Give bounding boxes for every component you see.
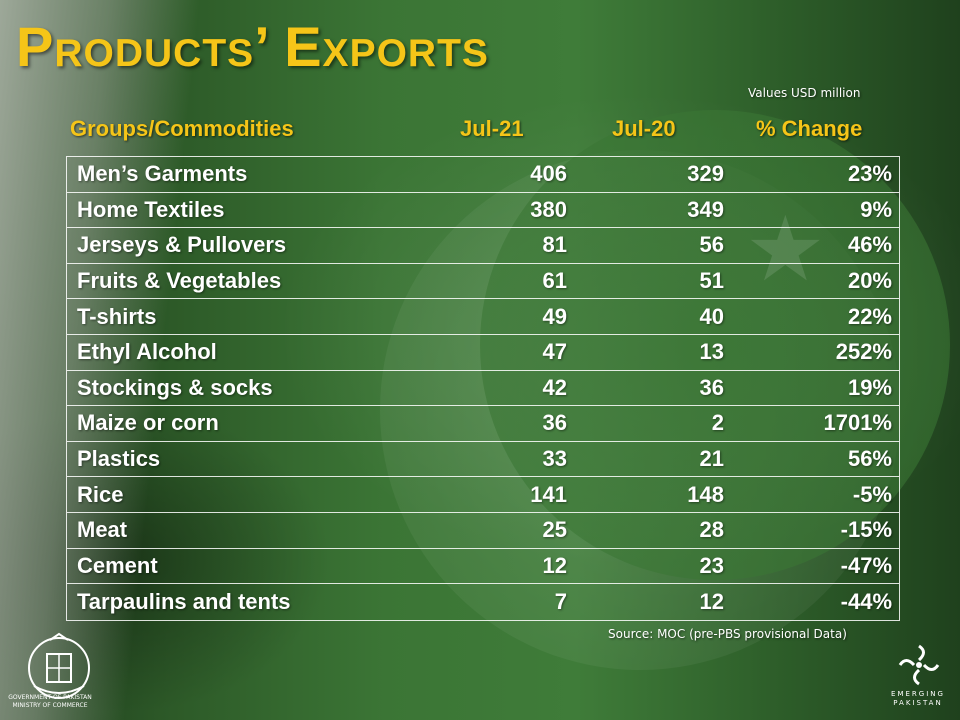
value-jul20: 349 (687, 196, 724, 222)
page-title: Products’ Exports (16, 15, 489, 78)
value-jul21: 42 (542, 374, 567, 400)
commodity-name: Jerseys & Pullovers (77, 232, 287, 258)
exports-table: Men’s Garments 406 329 23% Home Textiles… (66, 156, 900, 621)
table-row: Cement 12 23 -47% (67, 549, 899, 585)
units-note: Values USD million (748, 86, 861, 100)
commodity-name: Home Textiles (77, 196, 225, 222)
value-jul21: 81 (542, 232, 567, 258)
value-jul21: 49 (542, 303, 567, 329)
table-row: Maize or corn 36 2 1701% (67, 406, 899, 442)
commodity-name: Maize or corn (77, 410, 219, 436)
value-jul20: 28 (699, 517, 724, 543)
table-row: Plastics 33 21 56% (67, 442, 899, 478)
table-row: Meat 25 28 -15% (67, 513, 899, 549)
percent-change: 23% (847, 161, 892, 187)
value-jul20: 2 (711, 410, 724, 436)
percent-change: 252% (835, 339, 892, 365)
value-jul20: 36 (699, 374, 724, 400)
header-change: % Change (756, 116, 863, 141)
percent-change: 22% (847, 303, 892, 329)
table-row: Fruits & Vegetables 61 51 20% (67, 264, 899, 300)
value-jul20: 12 (699, 588, 724, 614)
commodity-name: T-shirts (77, 303, 157, 329)
percent-change: -15% (840, 517, 892, 543)
percent-change: -47% (840, 552, 892, 578)
value-jul20: 40 (699, 303, 724, 329)
government-label: GOVERNMENT OF PAKISTAN MINISTRY OF COMME… (0, 694, 100, 710)
commodity-name: Meat (77, 517, 128, 543)
header-jul21: Jul-21 (460, 116, 524, 141)
government-line: GOVERNMENT OF PAKISTAN (8, 694, 92, 701)
table-row: Tarpaulins and tents 7 12 -44% (67, 584, 899, 620)
flag-crescent-cut (480, 110, 950, 580)
table-row: Rice 141 148 -5% (67, 477, 899, 513)
percent-change: 46% (847, 232, 892, 258)
table-header: Groups/Commodities Jul-21 Jul-20 % Chang… (66, 116, 900, 148)
commodity-name: Cement (77, 552, 158, 578)
value-jul20: 329 (687, 161, 724, 187)
percent-change: -44% (840, 588, 892, 614)
table-row: Ethyl Alcohol 47 13 252% (67, 335, 899, 371)
table-row: T-shirts 49 40 22% (67, 299, 899, 335)
value-jul21: 406 (530, 161, 567, 187)
percent-change: 56% (847, 446, 892, 472)
emerging-pakistan-label: EMERGING PAKISTAN (880, 690, 956, 708)
source-note: Source: MOC (pre-PBS provisional Data) (608, 627, 847, 641)
table-row: Stockings & socks 42 36 19% (67, 371, 899, 407)
emerging-pakistan-logo-icon (898, 644, 940, 686)
value-jul21: 25 (542, 517, 567, 543)
commodity-name: Tarpaulins and tents (77, 588, 291, 614)
percent-change: 9% (860, 196, 892, 222)
value-jul21: 61 (542, 268, 567, 294)
commodity-name: Men’s Garments (77, 161, 248, 187)
ministry-line: MINISTRY OF COMMERCE (12, 702, 88, 709)
commodity-name: Plastics (77, 446, 161, 472)
value-jul20: 51 (699, 268, 724, 294)
percent-change: 19% (847, 374, 892, 400)
commodity-name: Stockings & socks (77, 374, 273, 400)
value-jul20: 148 (687, 481, 724, 507)
commodity-name: Fruits & Vegetables (77, 268, 282, 294)
value-jul20: 56 (699, 232, 724, 258)
percent-change: 1701% (823, 410, 892, 436)
value-jul21: 36 (542, 410, 567, 436)
table-row: Men’s Garments 406 329 23% (67, 157, 899, 193)
value-jul21: 33 (542, 446, 567, 472)
emerging-line: EMERGING (891, 690, 945, 698)
government-emblem-icon (28, 632, 90, 699)
commodity-name: Rice (77, 481, 124, 507)
header-jul20: Jul-20 (612, 116, 676, 141)
value-jul21: 47 (542, 339, 567, 365)
value-jul21: 380 (530, 196, 567, 222)
value-jul20: 13 (699, 339, 724, 365)
value-jul21: 141 (530, 481, 567, 507)
percent-change: -5% (852, 481, 892, 507)
table-row: Jerseys & Pullovers 81 56 46% (67, 228, 899, 264)
flag-star-icon: ★ (745, 197, 826, 302)
pakistan-line: PAKISTAN (893, 699, 943, 707)
table-row: Home Textiles 380 349 9% (67, 193, 899, 229)
value-jul20: 23 (699, 552, 724, 578)
value-jul21: 12 (542, 552, 567, 578)
commodity-name: Ethyl Alcohol (77, 339, 217, 365)
percent-change: 20% (847, 268, 892, 294)
value-jul20: 21 (699, 446, 724, 472)
value-jul21: 7 (554, 588, 567, 614)
header-groups: Groups/Commodities (70, 116, 294, 141)
